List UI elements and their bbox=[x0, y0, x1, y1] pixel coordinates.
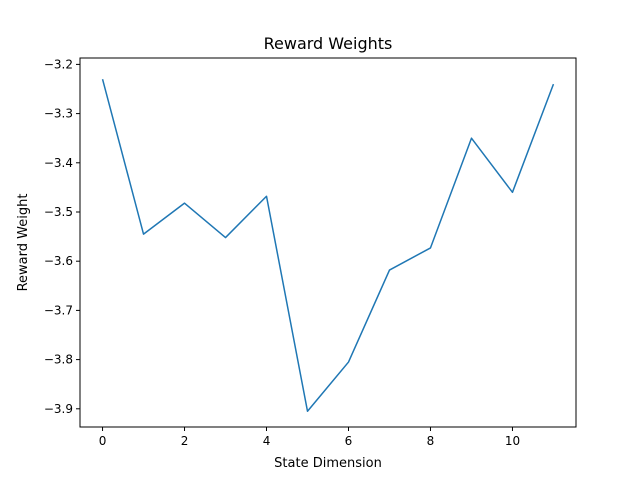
y-tick-label: −3.3 bbox=[44, 107, 73, 121]
x-axis-label: State Dimension bbox=[274, 456, 382, 471]
y-tick-label: −3.5 bbox=[44, 205, 73, 219]
x-tick-label: 10 bbox=[505, 434, 520, 448]
y-tick-label: −3.8 bbox=[44, 353, 73, 367]
x-axis-ticks: 0 2 4 6 8 10 bbox=[99, 427, 520, 448]
y-tick-label: −3.9 bbox=[44, 402, 73, 416]
series-line bbox=[101, 78, 555, 413]
y-tick-label: −3.2 bbox=[44, 57, 73, 71]
x-tick-label: 2 bbox=[181, 434, 189, 448]
x-tick-label: 0 bbox=[99, 434, 107, 448]
x-tick-label: 8 bbox=[427, 434, 435, 448]
y-tick-label: −3.7 bbox=[44, 303, 73, 317]
y-tick-label: −3.4 bbox=[44, 156, 73, 170]
axes-frame bbox=[79, 57, 577, 428]
chart-title: Reward Weights bbox=[264, 34, 393, 53]
x-tick-label: 4 bbox=[263, 434, 271, 448]
y-axis-ticks: −3.9 −3.8 −3.7 −3.6 −3.5 −3.4 −3.3 −3.2 bbox=[44, 57, 80, 416]
plot-area: 0 2 4 6 8 10 −3.9 −3.8 −3.7 −3.6 −3.5 −3.4 −3.3 −3.2 bbox=[44, 57, 577, 448]
y-axis-label: Reward Weight bbox=[16, 194, 31, 292]
y-tick-label: −3.6 bbox=[44, 254, 73, 268]
x-tick-label: 6 bbox=[345, 434, 353, 448]
